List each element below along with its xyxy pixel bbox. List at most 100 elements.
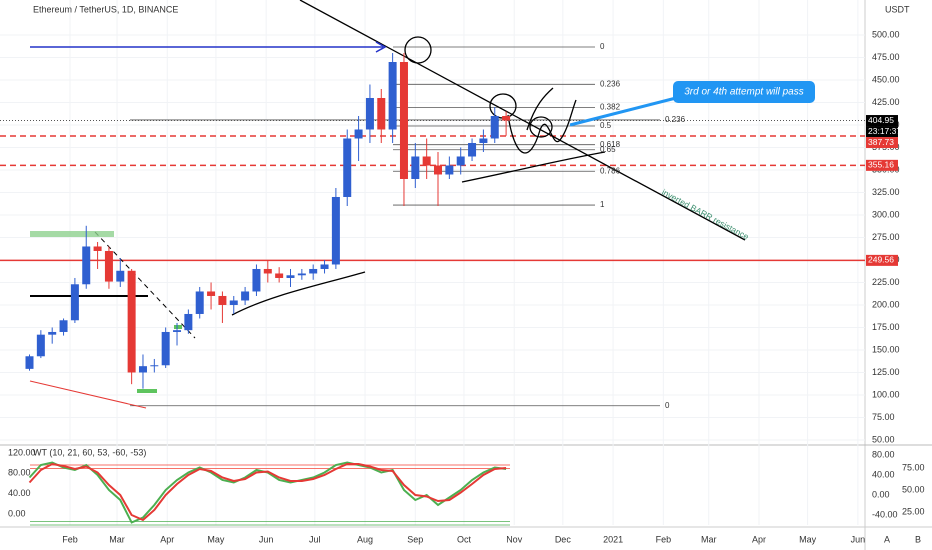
candle-body — [207, 291, 216, 296]
y-tick-label: 325.00 — [872, 187, 900, 197]
chart-title: Ethereum / TetherUS, 1D, BINANCE — [33, 4, 178, 14]
indicator-line — [28, 462, 507, 522]
y-tick-label: 275.00 — [872, 232, 900, 242]
callout-box — [673, 81, 815, 103]
fib-label: 0 — [665, 401, 670, 410]
fib-label: 0.618 — [600, 140, 621, 149]
x-tick-label: Jun — [851, 534, 866, 544]
fib-label: 0.236 — [665, 115, 686, 124]
arrow-head — [375, 41, 387, 53]
candle-body — [127, 270, 136, 373]
trendline — [299, 0, 746, 241]
candle-body — [399, 62, 408, 179]
x-tick-label: Aug — [357, 534, 373, 544]
grid — [0, 0, 865, 525]
candle-body — [138, 366, 147, 373]
level-label-box — [866, 159, 898, 171]
candle-body — [229, 300, 238, 305]
y-tick-label: 500.00 — [872, 29, 900, 39]
callout-pointer — [569, 96, 677, 127]
fib-label: 0.5 — [600, 121, 612, 130]
level-label: 387.73 — [868, 137, 894, 147]
candle-body — [184, 313, 193, 331]
candle-body — [479, 138, 488, 143]
y-tick-label: 450.00 — [872, 74, 900, 84]
y-tick-label: 175.00 — [872, 322, 900, 332]
candle-body — [331, 196, 340, 265]
scale-button[interactable]: B — [915, 534, 921, 544]
x-tick-label: Dec — [555, 534, 572, 544]
indicator-y3-tick-label: 25.00 — [902, 506, 925, 516]
candle-body — [218, 295, 227, 305]
y-tick-label: 100.00 — [872, 389, 900, 399]
candle-body — [502, 115, 511, 121]
x-tick-label: 2021 — [603, 534, 623, 544]
candle-body — [173, 330, 182, 332]
y-tick-label: 425.00 — [872, 97, 900, 107]
level-label: 355.16 — [868, 160, 894, 170]
candle-body — [36, 334, 45, 357]
candle-body — [93, 246, 102, 251]
indicator-y-tick-label: 80.00 — [8, 468, 31, 478]
indicator-y2-tick-label: 0.00 — [872, 489, 890, 499]
projection — [526, 87, 554, 131]
indicator-title: WT (10, 21, 60, 53, -60, -53) — [33, 447, 146, 457]
callout-text: 3rd or 4th attempt will pass — [684, 87, 804, 98]
x-tick-label: Sep — [407, 534, 423, 544]
candle-body — [434, 165, 443, 175]
indicator-y-tick-label: 0.00 — [8, 508, 26, 518]
y-tick-label: 125.00 — [872, 367, 900, 377]
x-tick-label: Oct — [457, 534, 472, 544]
candle-body — [161, 331, 170, 366]
y-tick-label: 150.00 — [872, 344, 900, 354]
candle-body — [70, 284, 79, 321]
circle — [404, 36, 432, 64]
indicator-y2-tick-label: 80.00 — [872, 449, 895, 459]
candle-body — [456, 156, 465, 166]
level-label-box — [866, 137, 898, 149]
candle-body — [104, 250, 113, 282]
candle-body — [82, 246, 91, 285]
candle-body — [252, 268, 261, 292]
candle-body — [354, 129, 363, 139]
circle — [529, 116, 553, 138]
x-tick-label: Apr — [752, 534, 766, 544]
candle-body — [263, 268, 272, 274]
candle-body — [116, 270, 125, 282]
y-tick-label: 300.00 — [872, 209, 900, 219]
x-tick-label: Apr — [160, 534, 174, 544]
candle-body — [286, 275, 295, 278]
candle-body — [297, 273, 306, 276]
x-tick-label: Mar — [109, 534, 125, 544]
fib-label: 0.236 — [600, 79, 621, 88]
indicator-y2-tick-label: -40.00 — [872, 509, 898, 519]
countdown-box — [866, 126, 898, 138]
indicator-y2-tick-label: 40.00 — [872, 469, 895, 479]
x-tick-label: Feb — [656, 534, 672, 544]
x-tick-label: Nov — [506, 534, 523, 544]
candle-body — [195, 291, 204, 314]
currency: USDT — [885, 4, 910, 14]
candle-body — [48, 331, 57, 335]
level-label-box — [866, 254, 898, 266]
candle-body — [320, 264, 329, 269]
x-tick-label: May — [207, 534, 225, 544]
dashed-line — [94, 231, 196, 339]
candle-body — [445, 165, 454, 175]
candle-body — [343, 138, 352, 197]
fib-label: 0 — [600, 42, 605, 51]
scale-button[interactable]: A — [884, 534, 890, 544]
y-tick-label: 475.00 — [872, 52, 900, 62]
indicator-y3-tick-label: 50.00 — [902, 484, 925, 494]
highlight — [30, 231, 114, 237]
fib-label: 0.65 — [600, 145, 616, 154]
candle-body — [275, 273, 284, 278]
fib-label: 0.382 — [600, 102, 621, 111]
projection — [507, 99, 577, 154]
candle-body — [241, 291, 250, 301]
x-tick-label: Mar — [701, 534, 717, 544]
trendline — [231, 271, 366, 316]
drawings — [29, 0, 815, 409]
y-tick-label: 75.00 — [872, 412, 895, 422]
